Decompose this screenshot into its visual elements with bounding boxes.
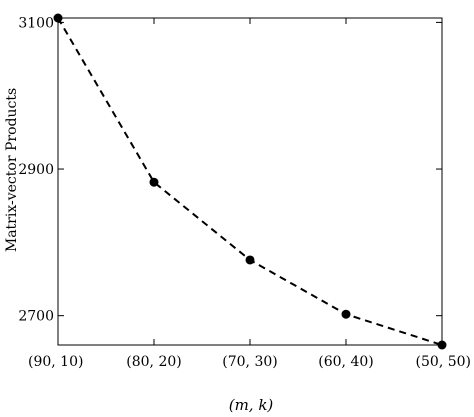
y-axis-label: Matrix-vector Products — [4, 88, 20, 252]
data-point — [53, 13, 63, 23]
series-line — [57, 17, 443, 346]
x-axis: (90, 10) (80, 20) (70, 30) (60, 40) (50, 50) — [28, 18, 471, 370]
y-tick-label: 3100 — [18, 15, 54, 31]
x-tick-label: (60, 40) — [318, 354, 373, 370]
data-point — [245, 255, 255, 265]
x-tick-label: (70, 30) — [222, 354, 277, 370]
plot-frame — [57, 17, 443, 346]
data-point — [437, 340, 447, 350]
x-tick-label: (90, 10) — [28, 354, 83, 370]
y-axis: 2700 2900 3100 — [18, 15, 442, 325]
x-tick-label: (50, 50) — [416, 354, 471, 370]
data-point — [149, 177, 159, 187]
data-point — [341, 309, 351, 319]
y-tick-label: 2900 — [18, 162, 54, 178]
y-tick-label: 2700 — [18, 309, 54, 325]
x-axis-label: (m, k) — [229, 396, 274, 414]
x-tick-label: (80, 20) — [126, 354, 181, 370]
series-markers — [53, 13, 447, 350]
